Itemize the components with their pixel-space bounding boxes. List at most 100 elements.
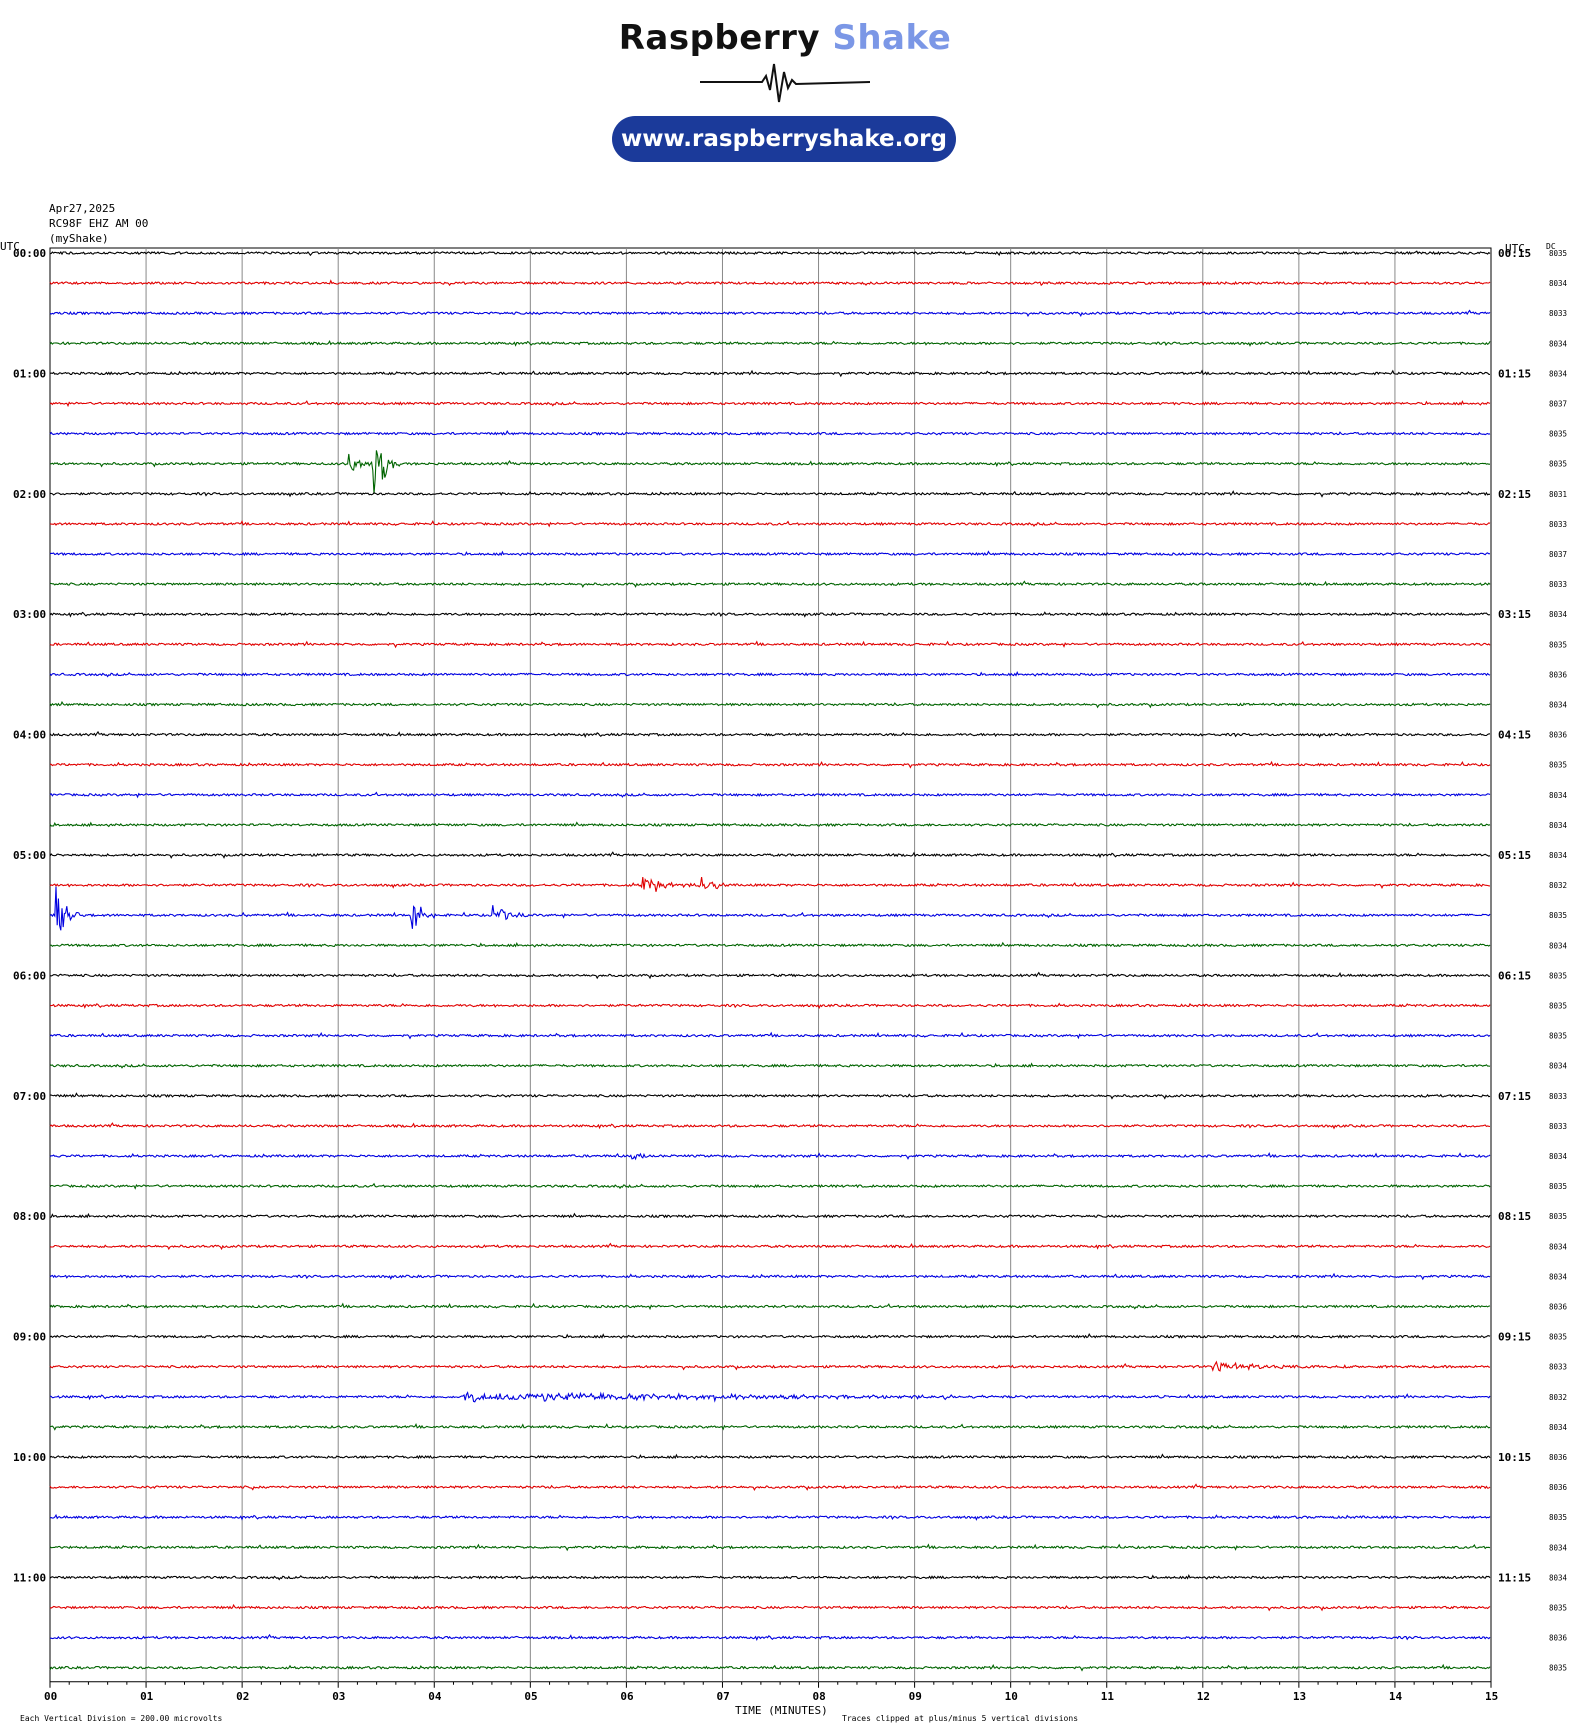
x-tick-label: 05 [524,1690,537,1703]
dc-column-label: DC [1546,242,1556,251]
dc-offset-label: 8034 [1549,1242,1568,1251]
dc-offset-label: 8034 [1549,1423,1568,1432]
trace-line-31 [49,1182,1491,1190]
hour-label-left: 10:00 [13,1451,46,1464]
x-tick-label: 09 [909,1690,922,1703]
hour-label-right: 07:15 [1498,1090,1531,1103]
dc-offset-label: 8036 [1549,1303,1568,1312]
hour-label-right: 06:15 [1498,969,1531,982]
x-tick-label: 14 [1389,1690,1403,1703]
x-axis-title: TIME (MINUTES) [735,1704,828,1717]
dc-offset-label: 8035 [1549,1002,1567,1011]
dc-offset-label: 8033 [1549,520,1567,529]
dc-offset-label: 8034 [1549,610,1568,619]
dc-offset-label: 8037 [1549,550,1567,559]
trace-line-7 [50,450,1490,494]
hour-label-right: 05:15 [1498,849,1531,862]
x-tick-label: 00 [44,1690,57,1703]
dc-offset-label: 8035 [1549,460,1567,469]
clipping-note: Traces clipped at plus/minus 5 vertical … [842,1714,1079,1723]
trace-line-41 [49,1483,1491,1491]
dc-offset-label: 8035 [1549,430,1567,439]
trace-line-19 [49,821,1491,828]
hour-label-left: 08:00 [13,1210,46,1223]
dc-offset-label: 8033 [1549,1092,1567,1101]
network-name: (myShake) [49,232,109,245]
hour-label-left: 07:00 [13,1090,46,1103]
trace-line-24 [49,971,1491,980]
brand-logo: Raspberry Shake [0,18,1570,58]
hour-label-right: 11:15 [1498,1571,1531,1584]
dc-offset-label: 8035 [1549,1182,1567,1191]
trace-line-13 [49,640,1491,649]
hour-label-left: 11:00 [13,1571,46,1584]
x-tick-label: 04 [428,1690,442,1703]
dc-offset-label: 8034 [1549,791,1568,800]
trace-line-16 [49,730,1491,739]
right-axis-label: UTC [1505,242,1525,255]
dc-offset-label: 8033 [1549,1363,1567,1372]
dc-offset-label: 8035 [1549,1212,1567,1221]
trace-line-47 [49,1663,1491,1672]
dc-offset-label: 8034 [1549,369,1568,378]
dc-offset-label: 8034 [1549,1573,1568,1582]
dc-offset-label: 8034 [1549,1543,1568,1552]
trace-line-32 [50,1212,1491,1219]
dc-offset-label: 8034 [1549,941,1568,950]
x-tick-label: 07 [716,1690,729,1703]
dc-offset-label: 8035 [1549,971,1567,980]
dc-offset-label: 8035 [1549,1664,1567,1673]
hour-label-left: 06:00 [13,969,46,982]
trace-line-9 [49,519,1491,528]
x-tick-label: 08 [813,1690,826,1703]
x-tick-label: 10 [1005,1690,1018,1703]
hour-label-right: 01:15 [1498,367,1531,380]
trace-line-40 [49,1453,1491,1460]
trace-line-5 [49,400,1491,408]
dc-offset-label: 8031 [1549,490,1567,499]
dc-offset-label: 8034 [1549,821,1568,830]
hour-label-right: 02:15 [1498,488,1531,501]
dc-offset-label: 8035 [1549,249,1567,258]
hour-label-left: 05:00 [13,849,46,862]
dc-offset-label: 8034 [1549,339,1568,348]
x-tick-label: 15 [1485,1690,1498,1703]
trace-line-30 [49,1152,1491,1161]
trace-line-11 [49,580,1491,588]
trace-line-43 [49,1543,1491,1552]
trace-line-15 [49,700,1491,709]
hour-label-left: 01:00 [13,367,46,380]
trace-line-26 [49,1031,1491,1040]
dc-offset-label: 8032 [1549,881,1567,890]
station-id: RC98F EHZ AM 00 [49,217,149,230]
hour-label-left: 00:00 [13,247,46,260]
trace-line-14 [49,671,1491,678]
dc-offset-label: 8034 [1549,1152,1568,1161]
plot-frame [49,247,1492,1683]
dc-offset-label: 8036 [1549,1453,1568,1462]
trace-line-17 [49,760,1491,769]
trace-line-10 [49,550,1491,557]
dc-offset-label: 8035 [1549,1032,1567,1041]
trace-line-12 [49,611,1491,618]
left-axis-label: UTC [0,240,20,253]
trace-line-25 [49,1002,1491,1010]
trace-line-4 [49,369,1491,378]
trace-line-36 [49,1333,1491,1339]
website-url-link[interactable]: www.raspberryshake.org [612,116,956,162]
brand-primary: Raspberry [618,18,821,58]
hour-label-right: 08:15 [1498,1210,1531,1223]
trace-line-39 [49,1422,1491,1431]
trace-line-44 [49,1574,1491,1581]
trace-line-33 [49,1242,1491,1251]
hour-label-right: 00:15 [1498,247,1531,260]
trace-line-34 [49,1272,1491,1281]
trace-line-27 [49,1062,1491,1069]
dc-offset-label: 8034 [1549,851,1568,860]
hour-label-left: 02:00 [13,488,46,501]
hour-label-left: 09:00 [13,1331,46,1344]
trace-line-28 [50,1092,1491,1100]
trace-line-23 [49,941,1491,948]
dc-offset-label: 8033 [1549,309,1567,318]
